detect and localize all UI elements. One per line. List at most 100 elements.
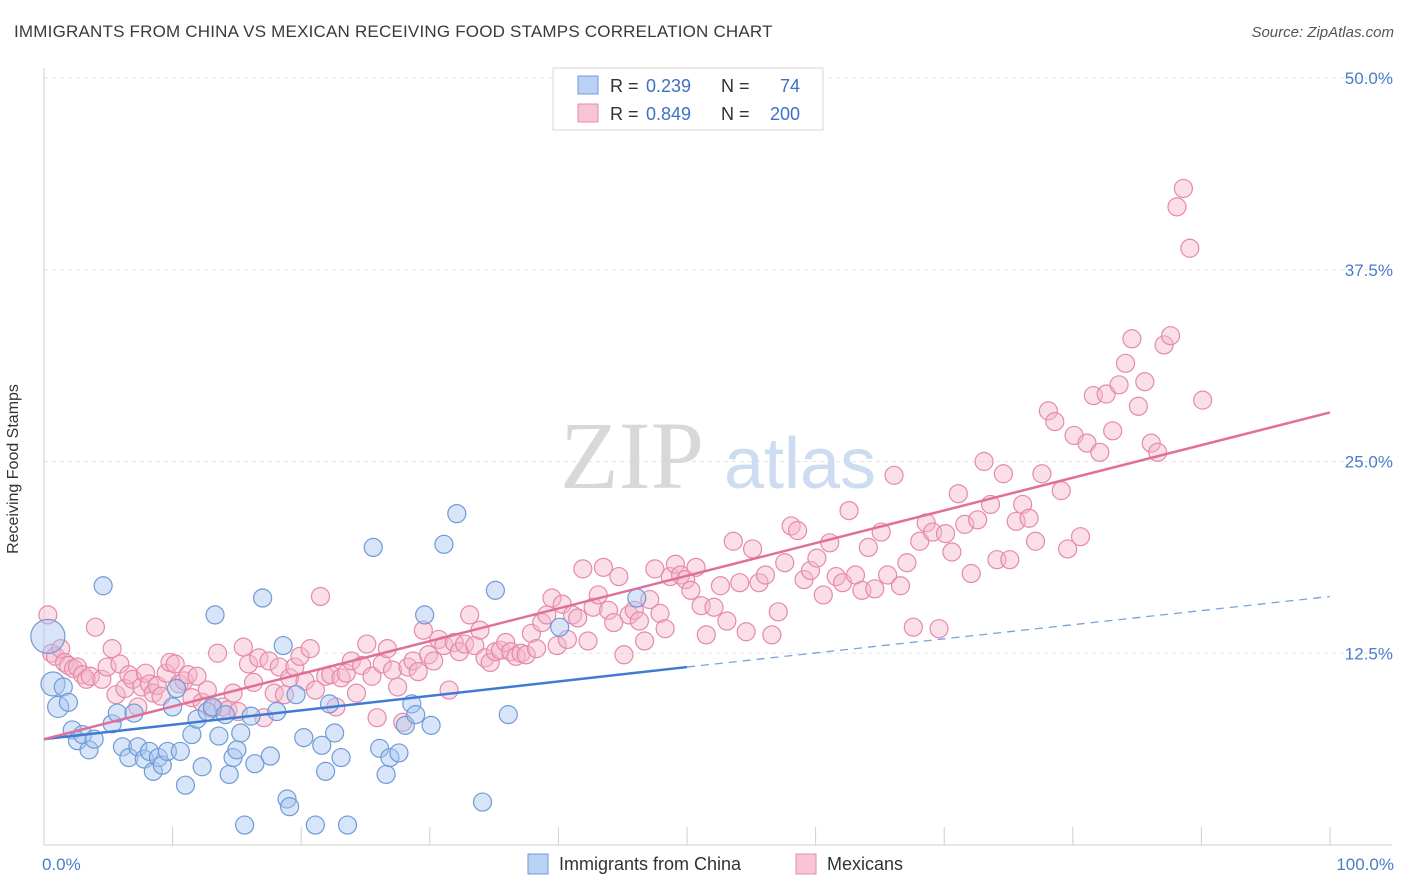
mexicans-point	[634, 631, 655, 651]
mexicans-point	[305, 680, 325, 700]
mexicans-point	[645, 559, 665, 579]
x-tick-label: 100.0%	[1336, 855, 1394, 874]
china-point	[280, 797, 300, 817]
china-point	[294, 728, 314, 748]
mexicans-point	[710, 576, 731, 596]
mexicans-point	[102, 639, 122, 659]
mexicans-trend-line	[43, 411, 1331, 741]
mexicans-point	[820, 533, 840, 553]
legend-top: R = 0.239 N = 74 R = 0.849 N = 200	[552, 67, 824, 131]
mexicans-point	[955, 514, 975, 534]
mexicans-point	[1109, 375, 1129, 395]
mexicans-point	[362, 666, 382, 686]
mexicans-point	[460, 605, 480, 625]
chart-title: IMMIGRANTS FROM CHINA VS MEXICAN RECEIVI…	[14, 22, 773, 41]
china-point	[107, 703, 127, 723]
china-point	[30, 618, 66, 654]
mexicans-point	[290, 646, 310, 666]
mexicans-point	[929, 619, 949, 639]
china-point	[277, 789, 297, 809]
mexicans-point	[264, 683, 284, 703]
legend-r-label-mexicans: R =	[610, 104, 639, 124]
mexicans-point	[665, 554, 686, 574]
mexicans-point	[903, 617, 923, 637]
mexicans-point	[787, 520, 808, 541]
mexicans-point	[85, 617, 106, 637]
mexicans-point	[367, 708, 387, 728]
mexicans-point	[762, 625, 782, 645]
mexicans-point	[377, 639, 397, 659]
legend-r-value-china: 0.239	[646, 76, 691, 96]
mexicans-point	[496, 632, 516, 653]
mexicans-point	[1167, 197, 1187, 217]
china-point	[376, 764, 396, 785]
legend-n-label-china: N =	[721, 76, 750, 96]
mexicans-point	[233, 637, 253, 657]
mexicans-point	[1058, 539, 1078, 559]
mexicans-point	[593, 557, 614, 577]
china-point	[219, 764, 239, 785]
china-point	[93, 576, 113, 596]
mexicans-point	[897, 553, 917, 573]
china-point	[205, 605, 225, 625]
china-point	[47, 695, 70, 719]
mexicans-point	[1045, 412, 1065, 432]
mexicans-point	[238, 654, 259, 674]
china-point	[215, 705, 235, 725]
legend-bottom-label-china: Immigrants from China	[559, 854, 742, 874]
china-point	[192, 757, 212, 777]
legend-bottom: Immigrants from China Mexicans	[527, 853, 903, 875]
source-label: Source: ZipAtlas.com	[1251, 24, 1394, 41]
china-point	[363, 537, 383, 558]
axes	[43, 68, 1392, 846]
mexicans-point	[165, 654, 185, 674]
mexicans-point	[1070, 527, 1091, 547]
mexicans-point	[1160, 326, 1181, 346]
mexicans-point	[942, 542, 962, 562]
china-point	[550, 617, 570, 637]
china-point	[485, 580, 505, 600]
china-point	[286, 685, 306, 705]
mexicans-point	[723, 531, 743, 551]
mexicans-point	[542, 588, 562, 608]
china-point	[124, 703, 144, 723]
mexicans-point	[749, 573, 769, 593]
trend-lines	[43, 411, 1331, 741]
mexicans-point	[573, 559, 593, 579]
mexicans-point	[413, 620, 433, 640]
legend-n-label-mexicans: N =	[721, 104, 750, 124]
china-point	[472, 792, 493, 812]
mexicans-point	[884, 465, 904, 485]
mexicans-point	[1122, 329, 1142, 349]
china-point	[245, 754, 265, 774]
x-tick-label: 0.0%	[42, 855, 81, 874]
mexicans-point	[439, 680, 459, 700]
watermark-atlas: atlas	[724, 424, 876, 504]
mexicans-point	[557, 629, 578, 650]
mexicans-point	[629, 611, 650, 631]
mexicans-point	[604, 612, 624, 633]
mexicans-point	[890, 576, 911, 596]
china-point	[235, 815, 255, 835]
mexicans-point	[1135, 372, 1155, 392]
china-trend-extension	[686, 595, 1331, 668]
mexicans-point	[372, 654, 392, 674]
mexicans-point	[813, 585, 833, 605]
mexicans-point	[1025, 531, 1046, 551]
mexicans-point	[336, 663, 356, 683]
china-point	[182, 724, 202, 745]
mexicans-point	[300, 639, 320, 659]
mexicans-point	[357, 634, 377, 654]
mexicans-point	[768, 602, 788, 622]
mexicans-point	[704, 597, 724, 617]
mexicans-point	[424, 651, 444, 671]
china-point	[227, 740, 247, 760]
china-point	[53, 677, 73, 697]
tick-labels: 12.5% 25.0% 37.5% 50.0% 0.0% 100.0%	[42, 69, 1394, 874]
china-point	[40, 671, 66, 697]
china-point	[380, 747, 400, 768]
legend-swatch-china	[577, 75, 599, 95]
china-point	[253, 588, 273, 608]
mexicans-point	[609, 566, 629, 587]
china-point	[128, 737, 148, 757]
